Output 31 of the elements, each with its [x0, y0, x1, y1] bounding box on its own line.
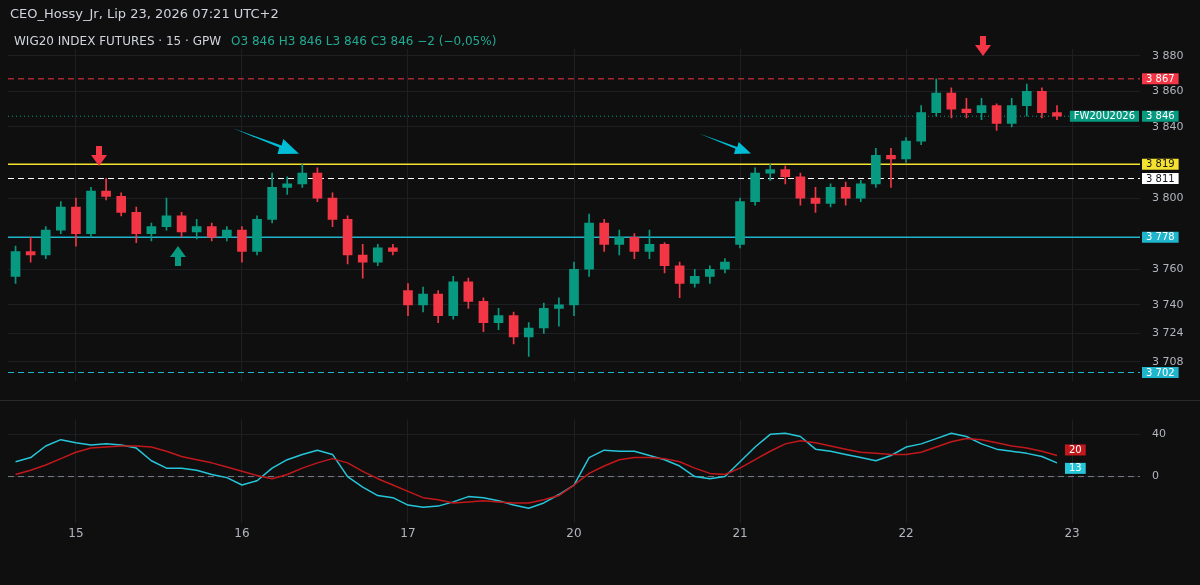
y-tick-label: 3 880	[1152, 48, 1184, 62]
x-tick-label: 23	[1064, 526, 1080, 541]
x-tick-label: 17	[400, 526, 416, 541]
y-tick-label: 0	[1152, 469, 1159, 483]
ref-line-label: 3 819	[1146, 158, 1175, 170]
y-tick-label: 40	[1152, 427, 1166, 441]
chart-title: WIG20 INDEX FUTURES · 15 · GPW	[14, 34, 222, 48]
ref-line-label: 3 778	[1146, 231, 1175, 243]
y-tick-label: 3 860	[1152, 84, 1184, 98]
x-tick-label: 20	[566, 526, 582, 541]
data-label: 20	[1068, 444, 1082, 456]
ref-line-label: 3 867	[1146, 72, 1175, 84]
y-tick-label: 3 740	[1152, 297, 1184, 311]
y-tick-label: 3 724	[1152, 326, 1184, 340]
x-tick-label: 21	[732, 526, 748, 541]
text: CEO_Hossy_Jr, Lip 23, 2026 07:21 UTC+2	[10, 6, 279, 21]
y-tick-label: 3 760	[1152, 262, 1184, 276]
annotation: FW20U2026	[1073, 110, 1136, 122]
x-tick-label: 16	[234, 526, 250, 541]
ref-line-label: 3 811	[1146, 172, 1175, 184]
data-label: 13	[1068, 462, 1082, 474]
x-tick-label: 15	[68, 526, 84, 541]
ref-line-label: 3 846	[1146, 110, 1175, 122]
ref-line-label: 3 702	[1146, 366, 1175, 378]
chart-subtitle: O3 846 H3 846 L3 846 C3 846 −2 (−0,05%)	[231, 34, 497, 48]
x-tick-label: 22	[898, 526, 914, 541]
candlestick	[1052, 105, 1062, 121]
y-tick-label: 3 840	[1152, 119, 1184, 133]
candlestick	[765, 163, 776, 181]
y-tick-label: 3 800	[1152, 190, 1184, 204]
y-tick-label: 3 708	[1152, 354, 1184, 368]
